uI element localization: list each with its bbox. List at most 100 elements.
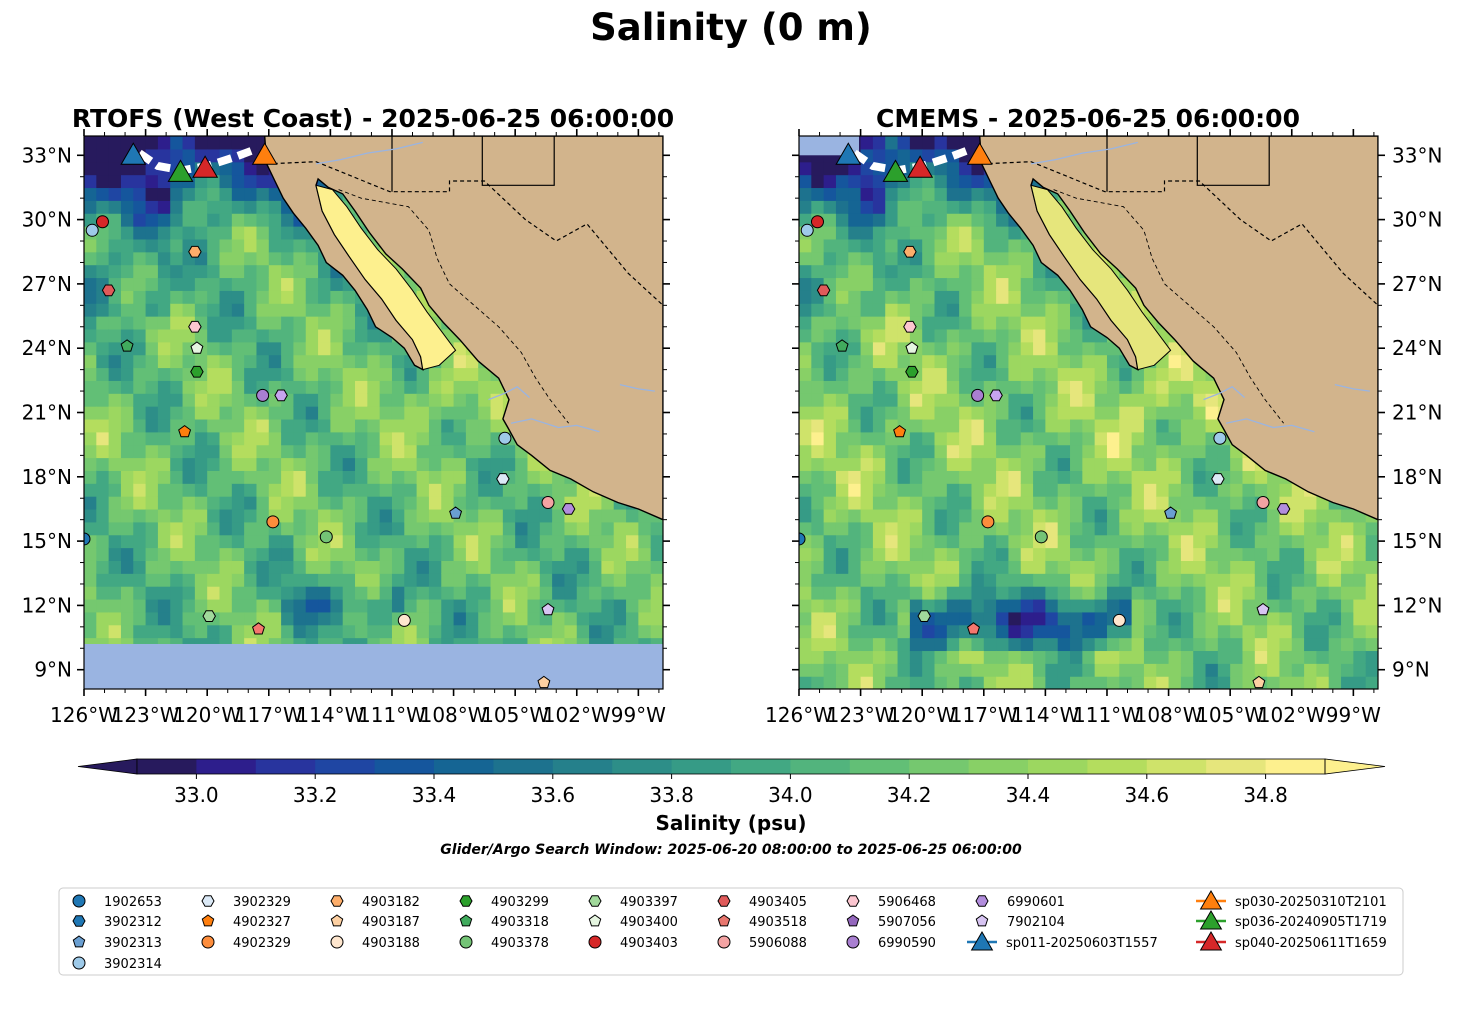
legend: 1902653 3902312 3902313 3902314 3902329 49023… [58,887,1404,976]
lon-tick-label: 123°W [112,703,180,727]
float-marker-3902314 [498,431,512,445]
colorbar-tick-label: 34.4 [1006,783,1051,807]
legend-marker-4902327 [201,914,215,927]
legend-marker-3902314 [72,956,86,970]
glider-marker-sp036-20240905T1719 [167,159,194,182]
legend-marker-4903187 [330,914,344,927]
legend-label: sp011-20250603T1557 [1006,936,1158,951]
map-rtofs[interactable] [78,136,676,690]
legend-marker-4903318 [459,914,473,927]
float-marker-4903403 [810,215,824,229]
colorbar-tick-label: 33.2 [293,783,338,807]
colorbar: 33.0 33.2 33.4 33.6 33.8 34.0 34.2 34.4 34.6 34.8 [77,758,1386,807]
float-marker-4903318 [835,339,849,352]
panel-title-cmems: CMEMS - 2025-06-25 06:00:00 [876,104,1300,133]
float-marker-4903400 [190,341,204,354]
lat-tick-label: 15°N [22,529,72,553]
panel-rtofs: RTOFS (West Coast) - 2025-06-25 06:00:00… [22,104,676,727]
colorbar-tick-label: 33.4 [412,783,457,807]
float-marker-4903188 [397,613,411,627]
legend-marker-4903405 [717,895,731,907]
legend-marker-4903397 [588,895,602,907]
legend-label: 5906468 [878,895,936,910]
float-marker-4902329 [981,515,995,529]
lon-tick-label: 108°W [1135,703,1203,727]
lat-tick-label: 33°N [22,143,72,167]
float-marker-4902327 [893,424,907,438]
glider-marker-sp011-20250603T1557 [835,142,862,165]
legend-glider-sp040-20250611T1659 [1199,931,1223,951]
float-marker-3902329 [1211,473,1225,485]
float-marker-4903397 [917,610,931,622]
lat-tick-label: 12°N [22,593,72,617]
float-marker-6990601 [561,503,576,515]
colorbar-segment [612,759,673,774]
float-marker-6990601 [1276,503,1291,515]
legend-label: 3902312 [104,915,162,930]
colorbar-segment [196,759,257,774]
legend-label: 4903400 [620,915,678,930]
colorbar-segment [1265,759,1326,774]
legend-label: 4903318 [491,915,549,930]
colorbar-tick-label: 34.8 [1243,783,1288,807]
colorbar-segment [968,759,1029,774]
float-marker-5906088 [1256,496,1270,510]
lon-tick-label: 111°W [358,703,426,727]
float-marker-4903397 [202,610,216,622]
lat-tick-label: 24°N [22,336,72,360]
float-marker-4903400 [905,341,919,354]
lon-tick-label: 105°W [481,703,549,727]
lon-tick-label: 108°W [420,703,488,727]
legend-label: 4902329 [233,936,291,951]
float-marker-4903187 [1252,675,1266,689]
country-borders [981,136,1378,424]
float-markers [84,142,576,689]
float-marker-4903182 [903,245,917,258]
colorbar-segment [849,759,910,774]
lat-tick-label: 27°N [1392,272,1442,296]
float-marker-4903405 [101,284,116,297]
legend-label: 3902329 [233,895,291,910]
lat-tick-label: 33°N [1392,143,1442,167]
lat-tick-label: 9°N [34,658,72,682]
panel-cmems: CMEMS - 2025-06-25 06:00:00 33°N 30°N 27°N… [765,104,1442,727]
lon-tick-label: 126°W [50,703,118,727]
legend-label: 6990590 [878,936,936,951]
legend-label: 4903187 [362,915,420,930]
lat-tick-label: 27°N [22,272,72,296]
legend-glider-sp011-20250603T1557 [970,931,994,951]
lon-tick-label: 117°W [235,703,303,727]
legend-label: 5906088 [749,936,807,951]
colorbar-segment [493,759,554,774]
lon-tick-label: 120°W [888,703,956,727]
float-marker-6990590 [256,388,270,402]
legend-label: 4903405 [749,895,807,910]
legend-marker-4903188 [330,935,344,949]
legend-label: 3902313 [104,936,162,951]
legend-label: 4903188 [362,936,420,951]
legend-label: sp036-20240905T1719 [1235,915,1387,930]
lon-tick-label: 114°W [296,703,364,727]
float-marker-7902104 [541,602,555,616]
colorbar-segment [1146,759,1207,774]
colorbar-segment [790,759,851,774]
panel-title-rtofs: RTOFS (West Coast) - 2025-06-25 06:00:00 [72,104,674,133]
colorbar-label: Salinity (psu) [655,811,806,835]
legend-marker-7902104 [975,914,989,927]
glider-marker-sp011-20250603T1557 [120,142,147,165]
legend-marker-4903299 [459,895,473,907]
legend-label: 4903397 [620,895,678,910]
legend-label: sp040-20250611T1659 [1235,936,1387,951]
float-marker-4903378 [319,530,333,544]
float-marker-4903405 [816,284,831,297]
colorbar-segment [909,759,970,774]
float-marker-4903188 [1112,613,1126,627]
map-cmems[interactable] [793,136,1391,690]
legend-marker-4902329 [201,935,215,949]
legend-label: 4902327 [233,915,291,930]
lat-tick-label: 18°N [22,465,72,489]
lon-tick-label: 111°W [1073,703,1141,727]
glider-marker-sp030-20250310T2101 [966,142,993,165]
float-marker-4903299 [905,365,919,378]
colorbar-tick-label: 33.8 [649,783,694,807]
